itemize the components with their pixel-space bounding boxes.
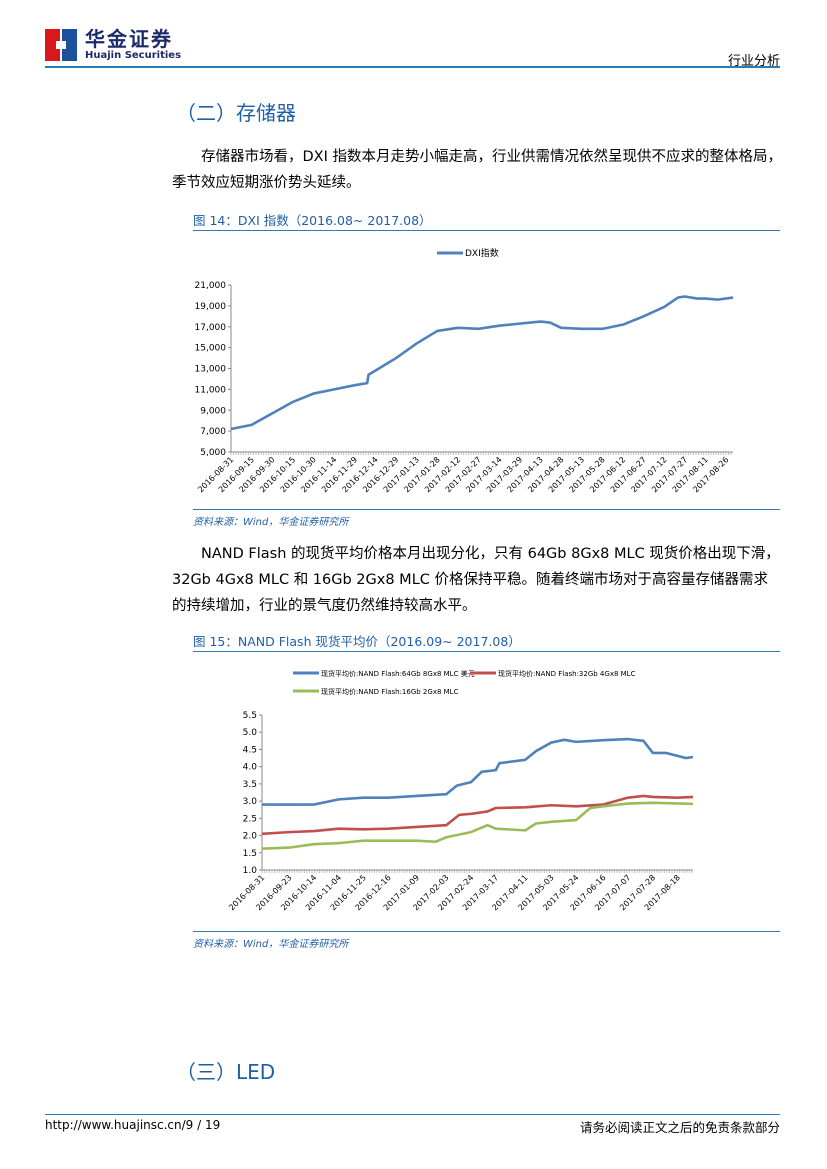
figure-divider: [193, 651, 780, 652]
header-section-label: 行业分析: [727, 54, 780, 69]
y-tick-label: 11,000: [195, 385, 227, 395]
legend-label: 现货平均价:NAND Flash:64Gb 8Gx8 MLC 美元: [321, 669, 475, 678]
footer-divider: [45, 1114, 780, 1115]
series-line-1: [261, 794, 694, 836]
figure-15-source: 资料来源：Wind，华金证券研究所: [193, 939, 349, 950]
y-tick-label: 13,000: [195, 365, 227, 375]
dxi-chart: 5,000 7,000 9,000 11,000 13,000 15,000 17,000 1…: [195, 247, 734, 494]
y-tick-label: 17,000: [195, 323, 227, 333]
y-tick-label: 7,000: [200, 427, 226, 437]
logo-mark-icon: [45, 28, 77, 61]
figure-14-caption: 图 14：DXI 指数（2016.08~ 2017.08）: [193, 213, 432, 228]
y-tick-label: 4.5: [243, 745, 257, 755]
y-tick-label: 19,000: [195, 302, 227, 312]
y-tick-label: 21,000: [195, 281, 227, 291]
y-tick-label: 2.5: [243, 814, 257, 824]
figure-divider: [193, 931, 780, 932]
y-tick-label: 1.0: [243, 866, 258, 876]
series-line-2: [261, 801, 694, 850]
series-line-0: [262, 737, 694, 806]
company-logo: 华金证券 Huajin Securities: [45, 28, 181, 61]
footer-url[interactable]: http://www.huajinsc.cn/9 / 19: [45, 1118, 221, 1132]
figure-15-caption: 图 15：NAND Flash 现货平均价（2016.09~ 2017.08）: [193, 634, 521, 649]
legend-label: DXI指数: [465, 247, 499, 259]
y-tick-label: 9,000: [200, 406, 226, 416]
figure-14-source: 资料来源：Wind，华金证券研究所: [193, 517, 349, 528]
y-tick-label: 5,000: [200, 448, 226, 458]
footer-disclaimer: 请务必阅读正文之后的免责条款部分: [579, 1120, 780, 1135]
logo-cn: 华金证券: [85, 27, 173, 51]
y-tick-label: 15,000: [195, 344, 227, 354]
legend-label: 现货平均价:NAND Flash:16Gb 2Gx8 MLC: [321, 687, 459, 696]
figure-divider: [193, 509, 780, 510]
legend-label: 现货平均价:NAND Flash:32Gb 4Gx8 MLC: [498, 669, 636, 678]
series-line-0: [230, 295, 734, 431]
y-tick-label: 2.0: [243, 832, 258, 842]
nand-chart: 1.01.52.02.53.03.54.04.55.05.52016-08-31…: [227, 669, 694, 912]
y-tick-label: 1.5: [243, 849, 257, 859]
logo-en: Huajin Securities: [85, 50, 182, 61]
section-heading-storage: （二）存储器: [176, 101, 296, 125]
paragraph-storage: 存储器市场看，DXI 指数本月走势小幅走高，行业供需情况依然呈现供不应求的整体格…: [172, 149, 782, 191]
y-tick-label: 4.0: [243, 763, 258, 773]
y-tick-label: 5.0: [243, 728, 258, 738]
paragraph-nand: NAND Flash 的现货平均价格本月出现分化，只有 64Gb 8Gx8 ML…: [172, 546, 780, 614]
y-tick-label: 5.5: [243, 711, 257, 721]
section-heading-led: （三）LED: [176, 1060, 276, 1084]
header-divider: [45, 66, 780, 68]
figure-divider: [193, 230, 780, 231]
y-tick-label: 3.0: [243, 797, 258, 807]
y-tick-label: 3.5: [243, 780, 257, 790]
